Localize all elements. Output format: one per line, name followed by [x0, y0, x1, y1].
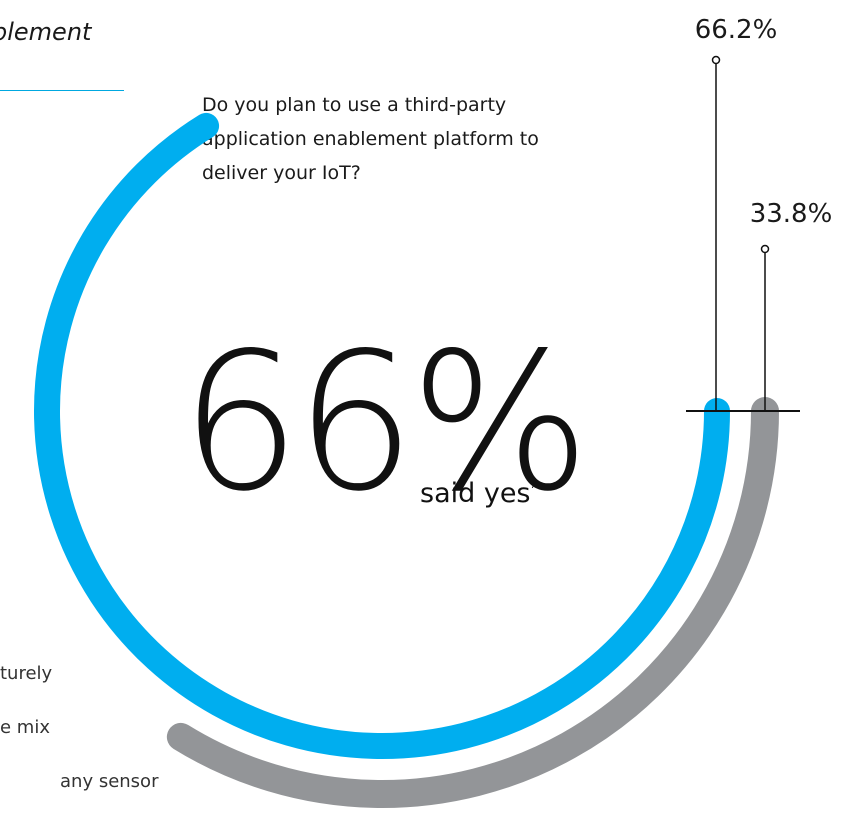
series-label-yes: 66.2%	[695, 15, 778, 45]
side-text-line-2: e mix	[0, 717, 50, 738]
gauge-arcs	[34, 112, 779, 808]
gauge-leaders	[711, 55, 770, 411]
footnote-marker: 7	[530, 480, 536, 491]
arc-no	[166, 397, 779, 808]
section-heading: blement	[0, 18, 92, 46]
headline-caption: said yes	[420, 478, 531, 509]
side-text-line-3: any sensor	[60, 771, 159, 792]
side-text-line-1: turely	[0, 663, 53, 684]
heading-divider	[0, 90, 124, 91]
leader-dot-yes	[711, 55, 721, 65]
series-label-no: 33.8%	[750, 199, 833, 229]
arc-yes	[34, 112, 730, 759]
headline-value: 66%	[180, 312, 584, 533]
survey-question: Do you plan to use a third-party applica…	[202, 94, 539, 184]
leader-dot-no	[760, 244, 770, 254]
